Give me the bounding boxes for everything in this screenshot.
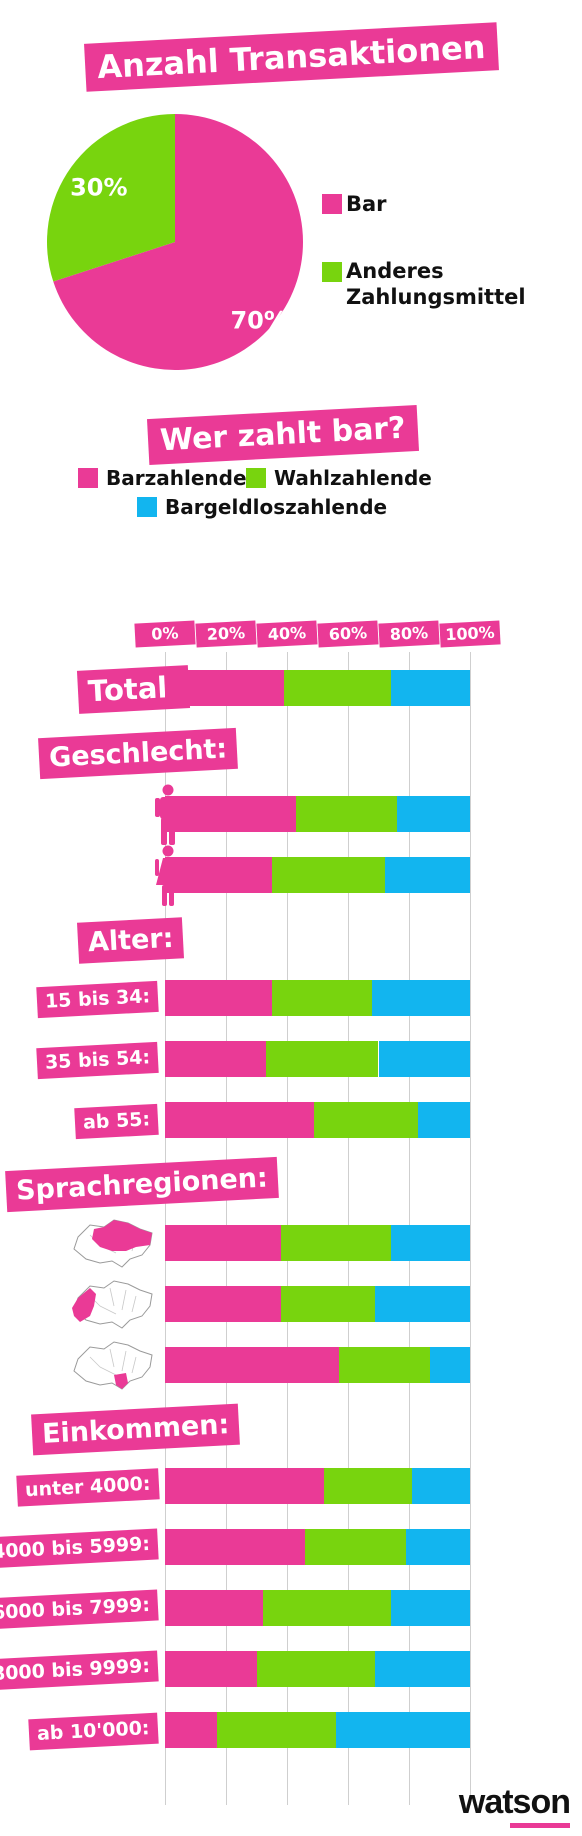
watson-logo-underline — [510, 1823, 570, 1828]
legend-label-wahlzahlende: Wahlzahlende — [274, 466, 432, 490]
legend-label-bar: Bar — [346, 192, 387, 216]
segment-wahlzahlende — [305, 1529, 406, 1565]
pie-value-label: 70% — [230, 307, 287, 335]
section-label: Geschlecht: — [38, 727, 239, 780]
pie-slice-other — [46, 114, 175, 282]
x-tick-label: 0% — [134, 620, 196, 648]
row-label: 8000 bis 9999: — [0, 1650, 159, 1691]
segment-bargeldloszahlende — [378, 1041, 470, 1077]
section-label: Alter: — [76, 917, 185, 964]
row-label: ab 10'000: — [28, 1712, 159, 1751]
segment-barzahlende — [165, 857, 272, 893]
x-tick-label: 40% — [256, 620, 318, 648]
legend-swatch-bargeldloszahlende — [137, 497, 157, 517]
segment-barzahlende — [165, 1468, 324, 1504]
segment-bargeldloszahlende — [430, 1347, 470, 1383]
segment-bargeldloszahlende — [418, 1102, 470, 1138]
row-label: 6000 bis 7999: — [0, 1589, 159, 1630]
legend-label-bargeldloszahlende: Bargeldloszahlende — [165, 495, 388, 519]
segment-wahlzahlende — [323, 1468, 413, 1504]
row-label: unter 4000: — [15, 1468, 159, 1507]
legend-label-other: Anderes Zahlungsmittel — [346, 259, 526, 310]
row-label: ab 55: — [74, 1103, 159, 1140]
segment-bargeldloszahlende — [412, 1468, 470, 1504]
segment-wahlzahlende — [262, 1590, 391, 1626]
segment-wahlzahlende — [338, 1347, 431, 1383]
map-german-switzerland-icon — [73, 1219, 153, 1268]
x-tick-label: 80% — [378, 620, 440, 648]
segment-bargeldloszahlende — [405, 1529, 470, 1565]
x-tick-label: 100% — [439, 620, 501, 648]
gridline — [470, 652, 471, 1805]
segment-wahlzahlende — [265, 1041, 379, 1077]
segment-barzahlende — [165, 980, 272, 1016]
pie-slice-bar — [53, 114, 303, 370]
legend-swatch-barzahlende — [78, 468, 98, 488]
map-french-switzerland-icon — [72, 1280, 153, 1329]
segment-wahlzahlende — [256, 1651, 376, 1687]
segment-barzahlende — [165, 1712, 217, 1748]
segment-barzahlende — [165, 1286, 281, 1322]
legend-label-barzahlende: Barzahlende — [106, 466, 247, 490]
segment-wahlzahlende — [283, 670, 391, 706]
row-label: 15 bis 34: — [36, 980, 159, 1019]
segment-bargeldloszahlende — [390, 1590, 470, 1626]
segment-wahlzahlende — [314, 1102, 419, 1138]
segment-barzahlende — [165, 1225, 281, 1261]
legend-swatch-other — [322, 262, 342, 282]
section-label: Einkommen: — [31, 1403, 241, 1456]
segment-barzahlende — [165, 1590, 263, 1626]
segment-bargeldloszahlende — [384, 857, 470, 893]
x-tick-label: 20% — [195, 620, 257, 648]
segment-wahlzahlende — [271, 980, 373, 1016]
segment-barzahlende — [165, 1529, 306, 1565]
segment-bargeldloszahlende — [335, 1712, 470, 1748]
pie-chart: 70% 30% — [46, 114, 303, 370]
pie-chart-title: Anzahl Transaktionen — [84, 22, 499, 92]
row-label: 4000 bis 5999: — [0, 1528, 159, 1569]
legend-swatch-bar — [322, 194, 342, 214]
segment-wahlzahlende — [271, 857, 385, 893]
segment-barzahlende — [165, 670, 284, 706]
segment-wahlzahlende — [216, 1712, 336, 1748]
segment-bargeldloszahlende — [375, 1286, 470, 1322]
segment-barzahlende — [165, 796, 297, 832]
segment-wahlzahlende — [280, 1225, 391, 1261]
map-italian-switzerland-icon — [73, 1341, 153, 1390]
row-label: 35 bis 54: — [36, 1041, 159, 1080]
segment-barzahlende — [165, 1041, 266, 1077]
legend-swatch-wahlzahlende — [246, 468, 266, 488]
watson-logo: watson — [458, 1783, 571, 1821]
x-tick-label: 60% — [317, 620, 379, 648]
segment-bargeldloszahlende — [372, 980, 470, 1016]
segment-wahlzahlende — [280, 1286, 376, 1322]
segment-bargeldloszahlende — [396, 796, 470, 832]
segment-bargeldloszahlende — [375, 1651, 470, 1687]
segment-barzahlende — [165, 1347, 339, 1383]
segment-barzahlende — [165, 1651, 257, 1687]
segment-bargeldloszahlende — [390, 1225, 470, 1261]
section-label: Sprachregionen: — [5, 1156, 279, 1213]
segment-bargeldloszahlende — [390, 670, 470, 706]
pie-value-label: 30% — [70, 173, 127, 201]
segment-barzahlende — [165, 1102, 315, 1138]
segment-wahlzahlende — [296, 796, 397, 832]
